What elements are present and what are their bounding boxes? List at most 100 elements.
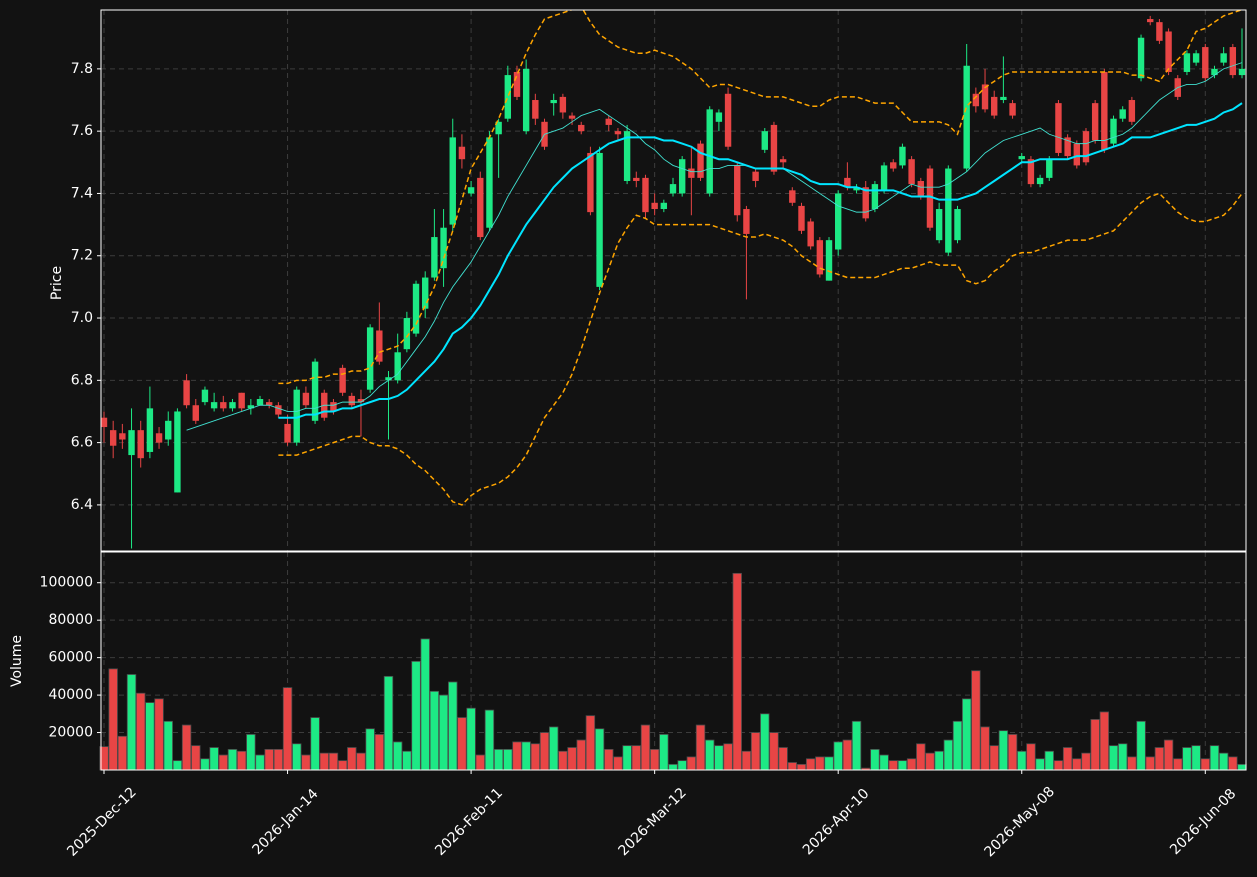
y-tick-label: 7.6 [71, 123, 93, 139]
candle-body [376, 330, 383, 362]
volume-bar [1081, 752, 1091, 771]
candle-body [642, 177, 649, 213]
volume-bar [117, 735, 128, 771]
volume-bar [1154, 747, 1165, 771]
volume-bar [805, 758, 816, 771]
candle-body [954, 209, 961, 241]
candle-body [119, 433, 126, 440]
candle-body [596, 152, 603, 287]
candle-body [789, 190, 796, 203]
volume-bar [585, 715, 596, 771]
candle-body [192, 405, 199, 421]
candle-body [1202, 47, 1209, 79]
candle-body [1073, 143, 1081, 166]
candle-body [734, 165, 741, 216]
volume-bar [989, 745, 999, 771]
volume-bar [622, 745, 632, 771]
volume-bar [457, 717, 467, 771]
volume-bar [741, 750, 752, 771]
candle-body [945, 168, 952, 253]
volume-bar [943, 739, 954, 771]
volume-bar [870, 748, 880, 771]
volume-bar [677, 760, 687, 771]
candle-body [1027, 159, 1035, 185]
volume-tick-label: 60000 [48, 650, 93, 666]
candle-body [431, 237, 438, 278]
candle-body [715, 112, 723, 122]
candle-body [678, 159, 686, 194]
volume-bar [521, 741, 531, 771]
candle-body [403, 318, 411, 350]
candle-body [605, 118, 612, 125]
candle-body [798, 205, 805, 231]
y-tick-label: 7.8 [71, 61, 93, 77]
volume-bar [567, 747, 577, 771]
volume-bar [1053, 760, 1064, 771]
volume-bar [429, 690, 440, 771]
volume-bar [448, 681, 458, 771]
volume-bar [539, 732, 550, 771]
volume-bar [705, 739, 715, 771]
candle-body [899, 146, 906, 166]
candle-body [495, 121, 502, 135]
candle-body [101, 417, 108, 428]
volume-bar [971, 670, 981, 771]
indicator-line [278, 10, 1243, 385]
volume-bar [842, 739, 853, 771]
candle-body [220, 402, 227, 409]
volume-bar [833, 741, 843, 771]
candle-body [449, 137, 456, 225]
volume-bar [1044, 750, 1054, 771]
candle-body [247, 405, 255, 409]
volume-bar [1090, 719, 1100, 771]
volume-bar [374, 734, 385, 771]
volume-bar [695, 724, 706, 771]
volume-bar [952, 720, 963, 771]
candle-body [871, 184, 879, 210]
volume-bar [1127, 756, 1137, 771]
volume-bar [723, 743, 733, 771]
volume-bar [787, 762, 798, 771]
candle-body [1101, 71, 1108, 150]
volume-bar [961, 698, 972, 771]
candle-body [1183, 53, 1191, 72]
volume-bar [1145, 756, 1155, 771]
volume-bar [980, 726, 990, 771]
candle-body [339, 367, 346, 393]
candle-body [467, 187, 475, 194]
volume-bar [558, 750, 568, 771]
volume-bar [1163, 739, 1174, 771]
candle-body [504, 75, 512, 119]
candle-body [669, 184, 677, 194]
volume-bar [264, 748, 274, 771]
candle-body [981, 84, 989, 110]
candle-body [477, 177, 484, 238]
volume-bar [1007, 734, 1018, 771]
candle-body [229, 402, 236, 409]
candle-body [265, 402, 273, 406]
candle-body [559, 96, 567, 113]
y-tick-label: 7.4 [71, 185, 93, 201]
candle-body [779, 159, 787, 163]
candle-body [752, 171, 759, 181]
volume-bar [163, 720, 173, 771]
candle-body [880, 165, 888, 191]
candle-body [1192, 53, 1200, 63]
volume-bar [200, 758, 210, 771]
volume-bar [824, 756, 834, 771]
y-tick-label: 6.8 [71, 372, 93, 388]
volume-bar [347, 747, 357, 771]
candle-body [330, 402, 337, 412]
candle-body [1000, 96, 1007, 101]
candle-body [706, 109, 713, 194]
volume-bar [1062, 747, 1073, 771]
volume-bar [227, 748, 238, 771]
candle-body [862, 187, 869, 219]
volume-bar [301, 754, 311, 771]
candle-body [568, 115, 576, 119]
indicator-line [278, 102, 1243, 419]
volume-bar [714, 745, 724, 771]
candle-body [210, 402, 218, 409]
candle-body [1046, 159, 1053, 178]
candle-body [1082, 131, 1090, 163]
